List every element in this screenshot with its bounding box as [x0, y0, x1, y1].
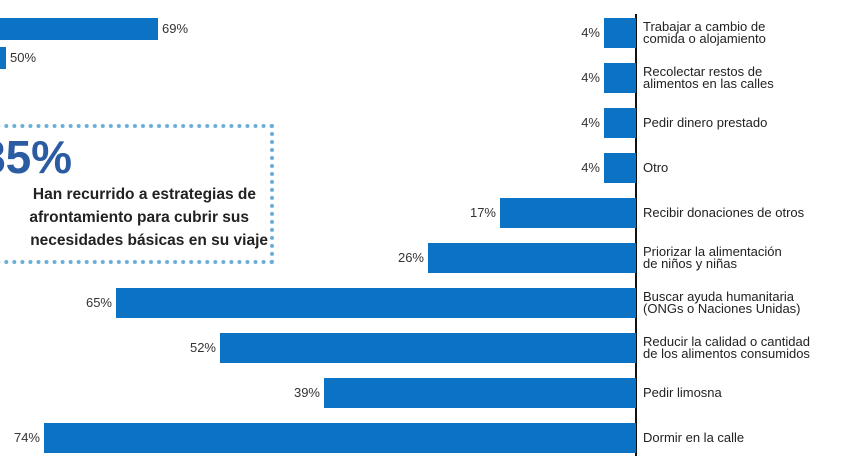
category-label: Dormir en la calle	[643, 430, 745, 445]
value-label: 65%	[85, 295, 112, 310]
bar	[604, 153, 636, 183]
axis-line	[635, 14, 637, 456]
value-label: 17%	[469, 205, 496, 220]
bar	[0, 18, 158, 40]
bar	[604, 63, 636, 93]
bar	[0, 47, 6, 69]
value-label: 4%	[581, 70, 600, 85]
callout-figure: 85%	[0, 131, 73, 183]
value-label: 4%	[581, 160, 600, 175]
value-label: 69%	[162, 21, 189, 36]
category-label: Recibir donaciones de otros	[643, 205, 805, 220]
bar	[220, 333, 636, 363]
category-label: Pedir dinero prestado	[643, 115, 768, 130]
bar	[500, 198, 636, 228]
bar	[324, 378, 636, 408]
value-label: 74%	[13, 430, 40, 445]
bar	[428, 243, 636, 273]
category-label: Trabajar a cambio de comida o alojamient…	[643, 19, 766, 46]
callout-box	[0, 124, 274, 264]
bar	[44, 423, 636, 453]
bar	[604, 108, 636, 138]
category-label: Recolectar restos de alimentos en las ca…	[643, 64, 774, 91]
category-label: Pedir limosna	[643, 385, 722, 400]
value-label: 4%	[581, 25, 600, 40]
value-label: 50%	[10, 50, 37, 65]
value-label: 4%	[581, 115, 600, 130]
value-label: 39%	[293, 385, 320, 400]
bar	[604, 18, 636, 48]
callout-text: afrontamiento para cubrir sus	[29, 209, 249, 226]
category-label: Priorizar la alimentación de niños y niñ…	[643, 244, 782, 271]
value-label: 26%	[397, 250, 424, 265]
callout-text: Han recurrido a estrategias de	[32, 186, 256, 203]
callout-text: necesidades básicas en su viaje	[30, 232, 268, 249]
category-label: Buscar ayuda humanitaria (ONGs o Nacione…	[643, 289, 801, 316]
category-label: Reducir la calidad o cantidad de los ali…	[643, 334, 810, 361]
category-label: Otro	[643, 160, 669, 175]
bar	[116, 288, 636, 318]
value-label: 52%	[189, 340, 216, 355]
